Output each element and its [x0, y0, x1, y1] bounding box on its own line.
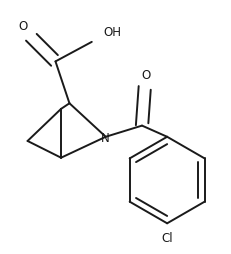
- Text: O: O: [142, 69, 151, 82]
- Text: N: N: [101, 132, 110, 145]
- Text: OH: OH: [103, 26, 121, 39]
- Text: Cl: Cl: [161, 232, 173, 245]
- Text: O: O: [19, 21, 28, 34]
